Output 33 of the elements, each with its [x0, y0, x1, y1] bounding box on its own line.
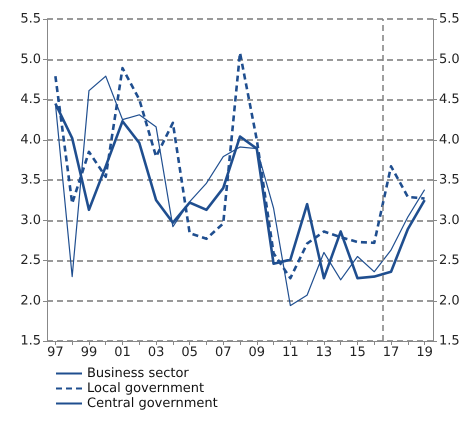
x-tick-label: 01: [114, 345, 131, 360]
y2-tick-label: 2.0: [439, 293, 460, 308]
legend-label: Central government: [87, 396, 218, 411]
y-tick-label: 2.0: [20, 293, 41, 308]
x-tick-label: 11: [282, 345, 299, 360]
y2-tick-label: 4.0: [439, 132, 460, 148]
legend-label: Local government: [87, 381, 204, 396]
x-tick-label: 03: [148, 345, 164, 360]
y-tick-label: 5.5: [20, 12, 41, 26]
x-tick-label: 19: [416, 345, 433, 360]
x-tick-label: 09: [248, 345, 266, 360]
x-tick-label: 97: [47, 345, 64, 360]
x-tick-label: 05: [181, 345, 198, 360]
y2-tick-label: 3.5: [439, 172, 460, 188]
y-tick-label: 4.0: [20, 132, 41, 148]
x-tick-label: 07: [214, 345, 232, 360]
x-tick-label: 99: [80, 345, 98, 360]
x-tick-label: 17: [382, 345, 400, 360]
y2-tick-label: 3.0: [439, 212, 460, 228]
y2-tick-label: 4.5: [439, 92, 460, 107]
y2-tick-label: 5.5: [439, 12, 460, 26]
x-tick-label: 15: [349, 345, 366, 360]
y-tick-label: 4.5: [20, 92, 41, 107]
y2-tick-label: 2.5: [439, 253, 460, 268]
y-tick-label: 3.0: [20, 212, 41, 228]
y-tick-label: 3.5: [20, 172, 41, 188]
y-tick-label: 2.5: [20, 253, 41, 268]
y2-tick-label: 5.0: [439, 52, 460, 67]
y2-tick-label: 1.5: [439, 334, 460, 348]
legend-label: Business sector: [87, 366, 190, 381]
y-tick-label: 5.0: [20, 52, 41, 67]
y-tick-label: 1.5: [20, 334, 41, 348]
x-tick-label: 13: [316, 345, 332, 360]
